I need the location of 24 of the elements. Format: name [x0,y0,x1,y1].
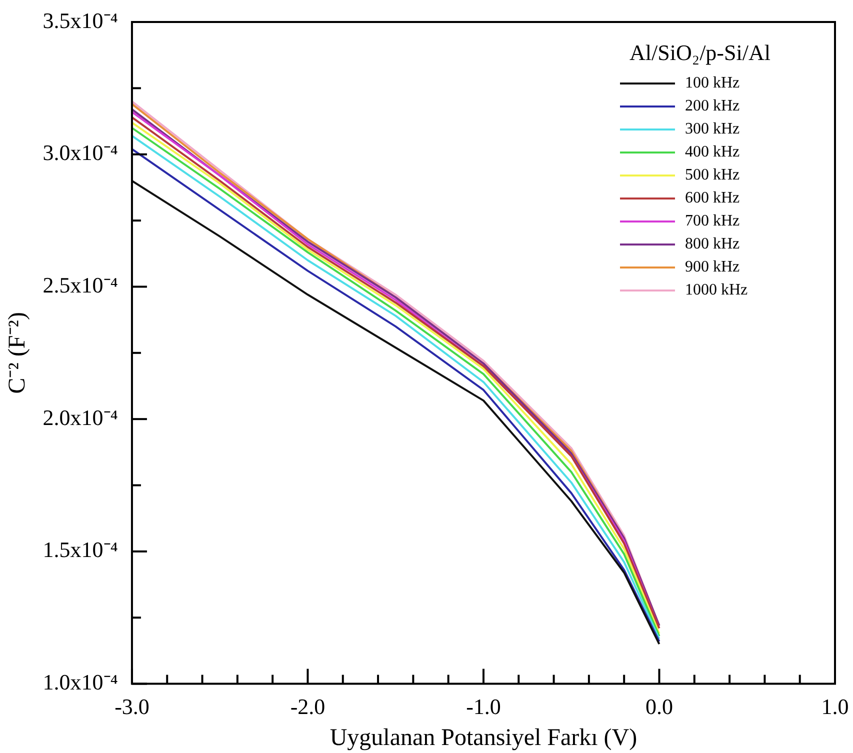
x-tick-label: -2.0 [290,694,326,719]
y-axis-title: C⁻² (F⁻²) [4,312,31,394]
y-tick-label: 3.5x10⁻⁴ [42,8,118,33]
legend-label: 500 kHz [685,166,740,184]
legend-label: 600 kHz [685,190,740,207]
legend-label: 300 kHz [685,120,740,138]
legend-label: 700 kHz [685,212,740,230]
x-tick-label: -3.0 [114,694,150,719]
x-tick-label: -1.0 [466,694,501,719]
x-axis-title: Uygulanan Potansiyel Farkı (V) [330,724,638,751]
legend-label: 400 kHz [685,144,740,161]
legend-label: 800 kHz [685,236,740,253]
y-tick-label: 1.0x10⁻⁴ [42,670,118,695]
x-tick-label: 0.0 [645,694,673,719]
legend-label: 100 kHz [685,74,740,92]
x-tick-label: 1.0 [821,694,849,719]
legend-label: 200 kHz [685,98,740,115]
y-tick-label: 1.5x10⁻⁴ [42,537,118,562]
y-tick-label: 3.0x10⁻⁴ [42,140,118,166]
y-tick-label: 2.0x10⁻⁴ [42,404,118,430]
legend-title: Al/SiO₂/p-Si/Al [630,40,770,65]
y-tick-label: 2.5x10⁻⁴ [42,272,118,298]
legend-label: 900 kHz [685,258,740,276]
legend-label: 1000 kHz [685,282,748,299]
